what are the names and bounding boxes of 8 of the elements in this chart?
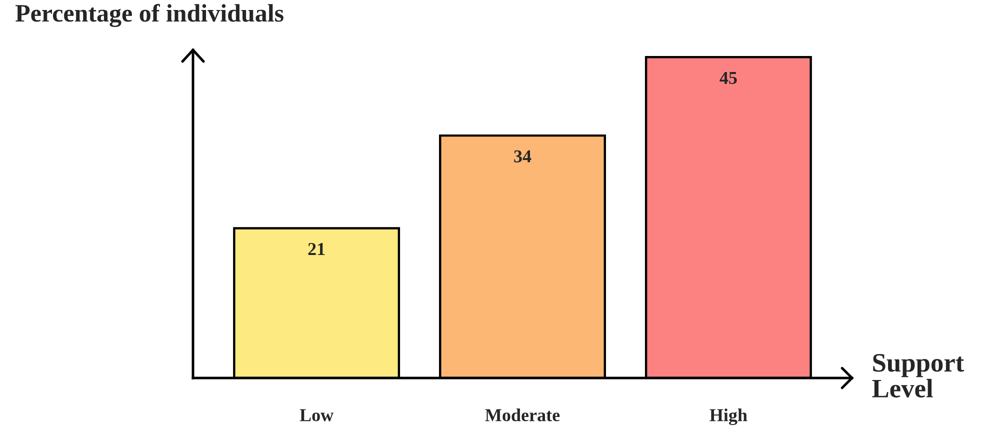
data-label: 45 [720, 72, 737, 84]
data-label: 21 [308, 243, 325, 255]
x-tick-label: Moderate [485, 408, 560, 422]
x-tick-label: High [710, 408, 748, 426]
y-axis-title: Percentage of individuals [15, 4, 284, 28]
x-tick-label: Low [300, 409, 334, 422]
data-label: 34 [514, 150, 532, 162]
x-axis-title: Support Level [872, 354, 964, 398]
